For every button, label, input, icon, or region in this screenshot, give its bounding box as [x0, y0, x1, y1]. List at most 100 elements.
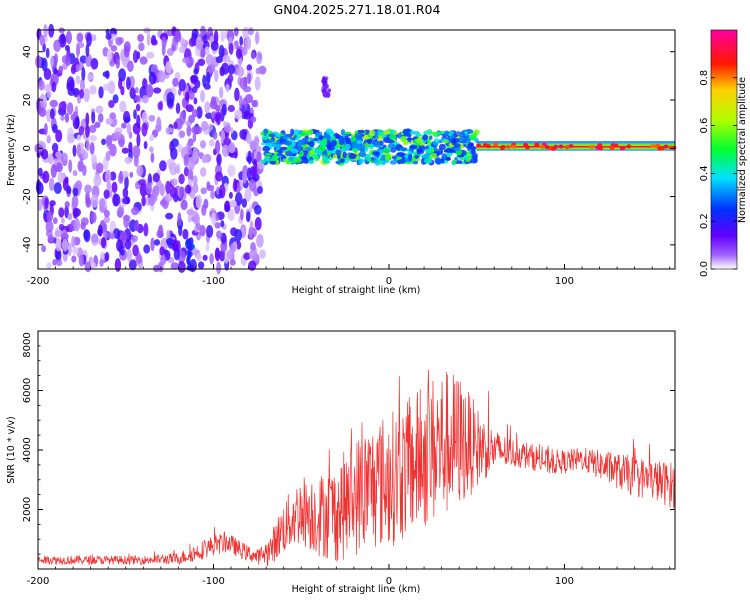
spectrogram-cell: [295, 137, 300, 141]
spectrogram-cell: [423, 130, 428, 135]
spectrogram-cell: [193, 97, 198, 105]
spectrogram-cell: [104, 251, 110, 262]
spectrogram-cell: [178, 173, 185, 185]
spectrogram-cell: [657, 146, 663, 151]
spectrogram-cell: [309, 140, 315, 148]
spectrogram-cell: [205, 71, 211, 85]
spectrogram-cell: [187, 156, 195, 171]
spectrogram-cell: [161, 36, 167, 49]
spectrogram-cell: [215, 140, 221, 154]
spectrogram-cell: [136, 114, 141, 129]
spectrogram-cell: [55, 151, 62, 159]
snr-point: [370, 485, 372, 487]
spectrogram-cell: [228, 142, 236, 154]
snr-x-tick-label: -200: [27, 576, 50, 587]
spectrogram-cell: [134, 95, 141, 103]
spectrogram-cell: [356, 140, 363, 145]
spectrogram-cell: [46, 135, 51, 144]
spectrogram-cell: [454, 160, 463, 164]
spectrogram-cell: [402, 141, 409, 146]
spectrogram-cell: [452, 146, 461, 152]
spectrogram-cell: [78, 125, 85, 136]
spectrogram-region: [476, 141, 677, 151]
spectrogram-cell: [388, 139, 395, 144]
spectrogram-cell: [138, 42, 145, 52]
spectrogram-cell: [61, 63, 68, 70]
spectrogram-cell: [415, 138, 423, 143]
spectrogram-cell: [64, 205, 69, 219]
spectrogram-cell: [197, 58, 206, 66]
spectrogram-cell: [276, 139, 281, 145]
spectrogram-cell: [78, 254, 85, 267]
spectrogram-cell: [339, 158, 345, 163]
spectrogram-cell: [122, 187, 129, 199]
spectrogram-cell: [148, 114, 156, 122]
spectrogram-cell: [357, 130, 365, 134]
spectrogram-cell: [290, 128, 295, 136]
spectrogram-cell: [80, 78, 85, 92]
spectrogram-cell: [89, 134, 97, 142]
spectrogram-cell: [188, 37, 196, 47]
spectrogram-cell: [121, 147, 129, 154]
snr-point: [511, 452, 513, 454]
spectrogram-cell: [422, 153, 429, 158]
spectrogram-cell: [463, 155, 469, 160]
spectrogram-cell: [453, 143, 461, 149]
spectrogram-cell: [159, 199, 167, 207]
spectrogram-cell: [143, 244, 151, 254]
spectrogram-cell: [187, 214, 192, 223]
snr-point: [423, 455, 425, 457]
spectrogram-cell: [262, 145, 271, 152]
spectrogram-cell: [151, 39, 158, 46]
snr-point: [476, 446, 478, 448]
spectrogram-y-ticks: -40 -20 0 20 40: [22, 45, 675, 253]
spectrogram-cell: [400, 136, 407, 142]
spectrogram-cell: [41, 245, 46, 253]
spectrogram-cell: [67, 133, 75, 144]
spectrogram-cell: [229, 200, 238, 208]
spectrogram-cell: [105, 134, 113, 147]
spectrogram-cell: [236, 240, 242, 250]
spectrogram-cell: [540, 144, 546, 149]
spectrogram-cell: [187, 168, 194, 183]
spectrogram-cell: [373, 140, 382, 148]
spectrogram-cell: [505, 144, 511, 149]
spectrogram-cell: [48, 177, 55, 192]
colorbar-label: Normalized spectral amplitude: [737, 77, 748, 223]
snr-point: [256, 556, 258, 558]
snr-point: [300, 508, 302, 511]
spectrogram-cell: [564, 145, 570, 150]
spectrogram-cell: [132, 244, 139, 257]
spectrogram-cell: [211, 211, 217, 226]
spectrogram-cell: [113, 228, 121, 239]
spectrogram-cell: [94, 121, 101, 128]
spectrogram-cell: [90, 34, 97, 42]
spectrogram-cell: [326, 135, 332, 142]
spectrogram-cell: [233, 27, 239, 37]
spectrogram-cell: [213, 30, 219, 45]
spectrogram-cell: [325, 128, 334, 135]
spectrogram-cell: [229, 259, 236, 266]
spectrogram-cell: [379, 140, 384, 146]
spectrogram-cell: [76, 44, 80, 58]
spectrogram-cell: [368, 130, 376, 137]
snr-point: [212, 544, 215, 546]
spectrogram-cell: [254, 76, 261, 91]
spectrogram-cell: [411, 131, 420, 135]
spectrogram-cell: [173, 121, 178, 130]
colorbar-frame: [710, 29, 738, 270]
spectrogram-cell: [122, 197, 130, 205]
spectrogram-cell: [54, 41, 61, 52]
spectrogram-cell: [324, 83, 329, 89]
spectrogram-cell: [239, 36, 244, 46]
spectrogram-cell: [200, 25, 206, 37]
spectrogram-cell: [244, 110, 251, 120]
spectrogram-cell: [157, 70, 166, 83]
spectrogram-cell: [128, 141, 133, 153]
spectrogram-cell: [253, 204, 262, 215]
spectrogram-cell: [224, 205, 231, 213]
spectrogram-cell: [46, 262, 52, 269]
spectrogram-cell: [176, 163, 181, 175]
spectrogram-cell: [199, 224, 206, 237]
spectrogram-cell: [377, 129, 384, 136]
